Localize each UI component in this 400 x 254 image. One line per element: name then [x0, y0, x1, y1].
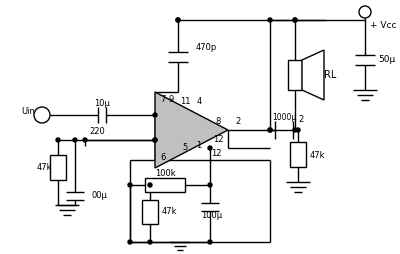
Circle shape: [148, 240, 152, 244]
Text: 220: 220: [89, 128, 105, 136]
Bar: [290, 142, 306, 167]
Circle shape: [176, 18, 180, 22]
Text: 8: 8: [215, 118, 221, 126]
Circle shape: [56, 138, 60, 142]
Text: 4: 4: [196, 98, 202, 106]
Text: 7: 7: [160, 96, 166, 104]
Circle shape: [153, 113, 157, 117]
Bar: [288, 60, 302, 90]
Text: Uin: Uin: [21, 107, 35, 117]
Bar: [145, 178, 185, 192]
Text: 100μ: 100μ: [202, 211, 222, 219]
Text: 47k: 47k: [162, 208, 178, 216]
Circle shape: [359, 6, 371, 18]
Circle shape: [73, 138, 77, 142]
Circle shape: [293, 18, 297, 22]
Circle shape: [153, 138, 157, 142]
Text: 2: 2: [298, 116, 304, 124]
Text: 470p: 470p: [196, 42, 217, 52]
Bar: [142, 200, 158, 224]
Text: 9: 9: [168, 96, 174, 104]
Text: + Vcc: + Vcc: [370, 21, 396, 29]
Text: 10μ: 10μ: [94, 100, 110, 108]
Circle shape: [296, 128, 300, 132]
Circle shape: [176, 18, 180, 22]
Text: 50μ: 50μ: [378, 56, 395, 65]
Circle shape: [128, 240, 132, 244]
Text: RL: RL: [324, 70, 336, 80]
Circle shape: [128, 183, 132, 187]
Circle shape: [293, 18, 297, 22]
Circle shape: [83, 138, 87, 142]
Text: 47k: 47k: [310, 151, 326, 160]
Circle shape: [34, 107, 50, 123]
Circle shape: [208, 183, 212, 187]
Text: 1: 1: [196, 141, 202, 151]
Polygon shape: [155, 92, 228, 168]
Circle shape: [268, 128, 272, 132]
Circle shape: [148, 183, 152, 187]
Text: 6: 6: [160, 153, 166, 163]
Text: 2: 2: [235, 118, 241, 126]
Bar: [50, 155, 66, 180]
Text: 1000μ: 1000μ: [272, 113, 296, 121]
Circle shape: [208, 146, 212, 150]
Circle shape: [293, 128, 297, 132]
Text: 11: 11: [180, 98, 190, 106]
Text: 00μ: 00μ: [91, 192, 107, 200]
Circle shape: [208, 240, 212, 244]
Circle shape: [268, 128, 272, 132]
Circle shape: [268, 18, 272, 22]
Text: 5: 5: [182, 144, 188, 152]
Text: 47k: 47k: [36, 163, 52, 171]
Circle shape: [153, 138, 157, 142]
Text: 12: 12: [213, 135, 223, 145]
Text: 12: 12: [211, 149, 221, 157]
Polygon shape: [302, 50, 324, 100]
Text: 100k: 100k: [155, 169, 175, 179]
